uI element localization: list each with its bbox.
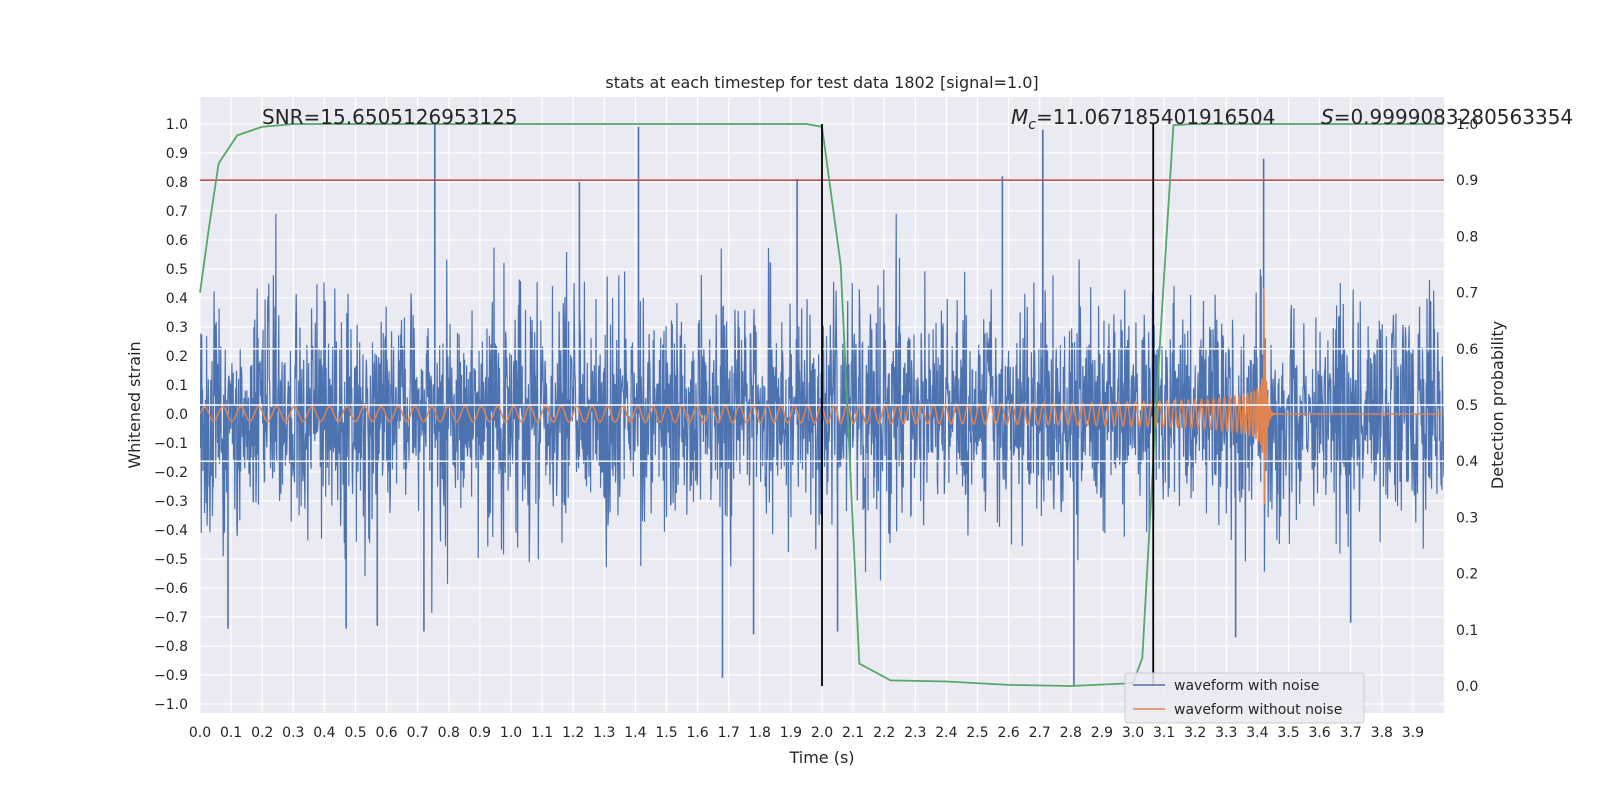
x-tick-label: 0.8: [438, 725, 460, 741]
mc-subscript: c: [1028, 117, 1036, 133]
s-value: =0.9999083280563354: [1334, 105, 1573, 129]
x-tick-label: 3.8: [1371, 725, 1393, 741]
x-tick-label: 1.5: [655, 725, 677, 741]
x-tick-label: 0.7: [407, 725, 429, 741]
y-tick-label: 0.7: [166, 204, 188, 220]
y2-tick-label: 0.4: [1456, 454, 1478, 470]
s-annotation: S=0.9999083280563354: [1321, 105, 1573, 129]
x-tick-label: 2.1: [842, 725, 864, 741]
x-tick-label: 3.5: [1277, 725, 1299, 741]
x-tick-label: 2.8: [1060, 725, 1082, 741]
y-tick-label: 1.0: [166, 117, 188, 133]
x-tick-label: 3.9: [1402, 725, 1424, 741]
x-tick-labels: 0.0 0.1 0.2 0.3 0.4 0.5 0.6 0.7 0.8 0.9 1.0 1.1 1.2 1…: [189, 725, 1424, 741]
y-tick-label: 0.9: [166, 146, 188, 162]
x-tick-label: 1.8: [749, 725, 771, 741]
mc-symbol: M: [1011, 105, 1028, 129]
y-tick-label: 0.8: [166, 175, 188, 191]
y-tick-labels: 1.0 0.9 0.8 0.7 0.6 0.5 0.4 0.3 0.2 0.1 0.0 −0.1 −0.…: [154, 117, 188, 713]
series-detection-probability: [199, 123, 1444, 687]
x-tick-label: 1.7: [718, 725, 740, 741]
x-tick-label: 1.0: [500, 725, 522, 741]
mc-annotation: Mc=11.067185401916504: [1011, 105, 1275, 133]
snr-annotation: SNR=15.6505126953125: [262, 105, 518, 129]
y-tick-label: −0.5: [154, 552, 188, 568]
y-tick-label: −0.8: [154, 639, 188, 655]
x-axis-label: Time (s): [788, 748, 854, 767]
y-tick-label: 0.2: [166, 349, 188, 365]
y2-tick-label: 0.1: [1456, 623, 1478, 639]
x-tick-label: 3.0: [1122, 725, 1144, 741]
x-tick-label: 0.6: [375, 725, 397, 741]
y-tick-label: −0.1: [154, 436, 188, 452]
chart-title: stats at each timestep for test data 180…: [605, 73, 1038, 92]
y-tick-label: 0.3: [166, 320, 188, 336]
y-tick-label: −1.0: [154, 697, 188, 713]
mc-value: =11.067185401916504: [1036, 105, 1275, 129]
x-tick-label: 0.2: [251, 725, 273, 741]
legend-label-noisy: waveform with noise: [1174, 678, 1319, 694]
x-tick-label: 3.3: [1215, 725, 1237, 741]
y-tick-label: 0.4: [166, 291, 188, 307]
y-tick-label: 0.1: [166, 378, 188, 394]
x-tick-label: 0.0: [189, 725, 211, 741]
y-tick-label: −0.3: [154, 494, 188, 510]
y-tick-label: 0.0: [166, 407, 188, 423]
y-tick-label: −0.6: [154, 581, 188, 597]
y2-tick-label: 1.0: [1456, 117, 1478, 133]
x-tick-label: 3.7: [1340, 725, 1362, 741]
y-tick-label: −0.7: [154, 610, 188, 626]
x-tick-label: 3.6: [1308, 725, 1330, 741]
x-tick-label: 3.1: [1153, 725, 1175, 741]
x-tick-label: 2.4: [935, 725, 957, 741]
x-tick-label: 1.6: [686, 725, 708, 741]
legend-label-clean: waveform without noise: [1174, 702, 1342, 718]
x-tick-label: 2.2: [873, 725, 895, 741]
y2-tick-label: 0.6: [1456, 342, 1478, 358]
x-tick-label: 0.1: [220, 725, 242, 741]
y-tick-label: 0.5: [166, 262, 188, 278]
x-tick-label: 2.3: [904, 725, 926, 741]
y2-tick-label: 0.8: [1456, 229, 1478, 245]
x-tick-label: 0.3: [282, 725, 304, 741]
y2-axis-label: Detection probability: [1488, 321, 1507, 489]
y2-tick-label: 0.9: [1456, 173, 1478, 189]
overlay: [199, 123, 1444, 687]
y-axis-label: Whitened strain: [125, 341, 144, 468]
y-tick-label: −0.2: [154, 465, 188, 481]
y2-tick-labels: 1.0 0.9 0.8 0.7 0.6 0.5 0.4 0.3 0.2 0.1 0.0: [1456, 117, 1478, 695]
y-tick-label: −0.9: [154, 668, 188, 684]
x-tick-label: 1.3: [593, 725, 615, 741]
x-tick-label: 1.1: [531, 725, 553, 741]
x-tick-label: 2.7: [1029, 725, 1051, 741]
x-tick-label: 1.2: [562, 725, 584, 741]
x-tick-label: 2.9: [1091, 725, 1113, 741]
x-tick-label: 0.9: [469, 725, 491, 741]
x-tick-label: 1.4: [624, 725, 646, 741]
x-tick-label: 1.9: [780, 725, 802, 741]
y2-tick-label: 0.3: [1456, 510, 1478, 526]
x-tick-label: 0.4: [313, 725, 335, 741]
s-symbol: S: [1321, 105, 1334, 129]
legend-box: [1124, 672, 1365, 724]
y2-tick-label: 0.2: [1456, 567, 1478, 583]
x-tick-label: 2.6: [997, 725, 1019, 741]
y2-tick-label: 0.0: [1456, 679, 1478, 695]
y2-tick-label: 0.7: [1456, 286, 1478, 302]
x-tick-label: 3.2: [1184, 725, 1206, 741]
y-tick-label: −0.4: [154, 523, 188, 539]
y-tick-label: 0.6: [166, 233, 188, 249]
x-tick-label: 2.5: [966, 725, 988, 741]
y2-tick-label: 0.5: [1456, 398, 1478, 414]
x-tick-label: 3.4: [1246, 725, 1268, 741]
x-tick-label: 0.5: [344, 725, 366, 741]
x-tick-label: 2.0: [811, 725, 833, 741]
legend: waveform with noise waveform without noi…: [1124, 672, 1365, 724]
